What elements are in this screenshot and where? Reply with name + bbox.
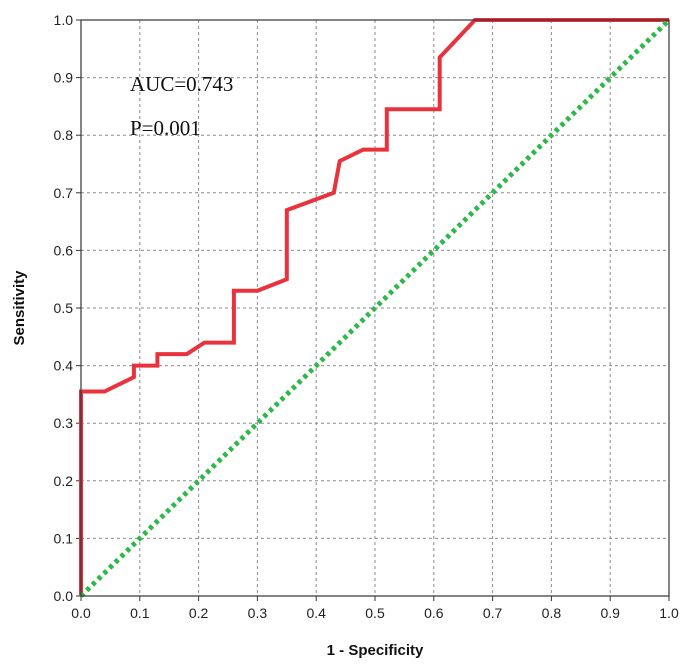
y-tick-label: 0.1 xyxy=(54,530,74,546)
x-tick-label: 0.4 xyxy=(306,605,326,621)
x-tick-label: 0.2 xyxy=(189,605,209,621)
auc-annotation: AUC=0.743 xyxy=(130,72,233,96)
x-tick-label: 1.0 xyxy=(659,605,679,621)
y-tick-label: 0.3 xyxy=(54,415,74,431)
x-tick-label: 0.0 xyxy=(71,605,91,621)
x-tick-label: 0.7 xyxy=(483,605,503,621)
axis-ticks: 0.0 0.1 0.2 0.3 0.4 0.5 0.6 0.7 0.8 0.9 1.0 0.0 0.1 0… xyxy=(54,12,679,621)
x-tick-label: 0.3 xyxy=(248,605,268,621)
reference-diagonal-line xyxy=(79,18,671,598)
y-tick-label: 0.4 xyxy=(54,358,74,374)
y-tick-label: 0.5 xyxy=(54,300,74,316)
x-tick-label: 0.8 xyxy=(542,605,562,621)
y-tick-label: 0.8 xyxy=(54,127,74,143)
annotations: AUC=0.743 P=0.001 xyxy=(130,72,233,140)
x-tick-label: 0.1 xyxy=(130,605,150,621)
series-layer xyxy=(79,18,671,598)
y-tick-label: 0.9 xyxy=(54,70,74,86)
x-tick-label: 0.5 xyxy=(365,605,385,621)
x-tick-label: 0.9 xyxy=(600,605,620,621)
y-axis-title: Sensitivity xyxy=(11,270,28,346)
x-axis-title: 1 - Specificity xyxy=(327,642,424,659)
y-tick-label: 1.0 xyxy=(54,12,74,28)
x-tick-label: 0.6 xyxy=(424,605,444,621)
plot-frame xyxy=(80,19,670,597)
roc-curve-line xyxy=(79,18,669,596)
p-value-annotation: P=0.001 xyxy=(130,116,201,140)
y-tick-label: 0.6 xyxy=(54,242,74,258)
y-tick-label: 0.7 xyxy=(54,185,74,201)
y-tick-label: 0.0 xyxy=(54,588,74,604)
y-tick-label: 0.2 xyxy=(54,473,74,489)
